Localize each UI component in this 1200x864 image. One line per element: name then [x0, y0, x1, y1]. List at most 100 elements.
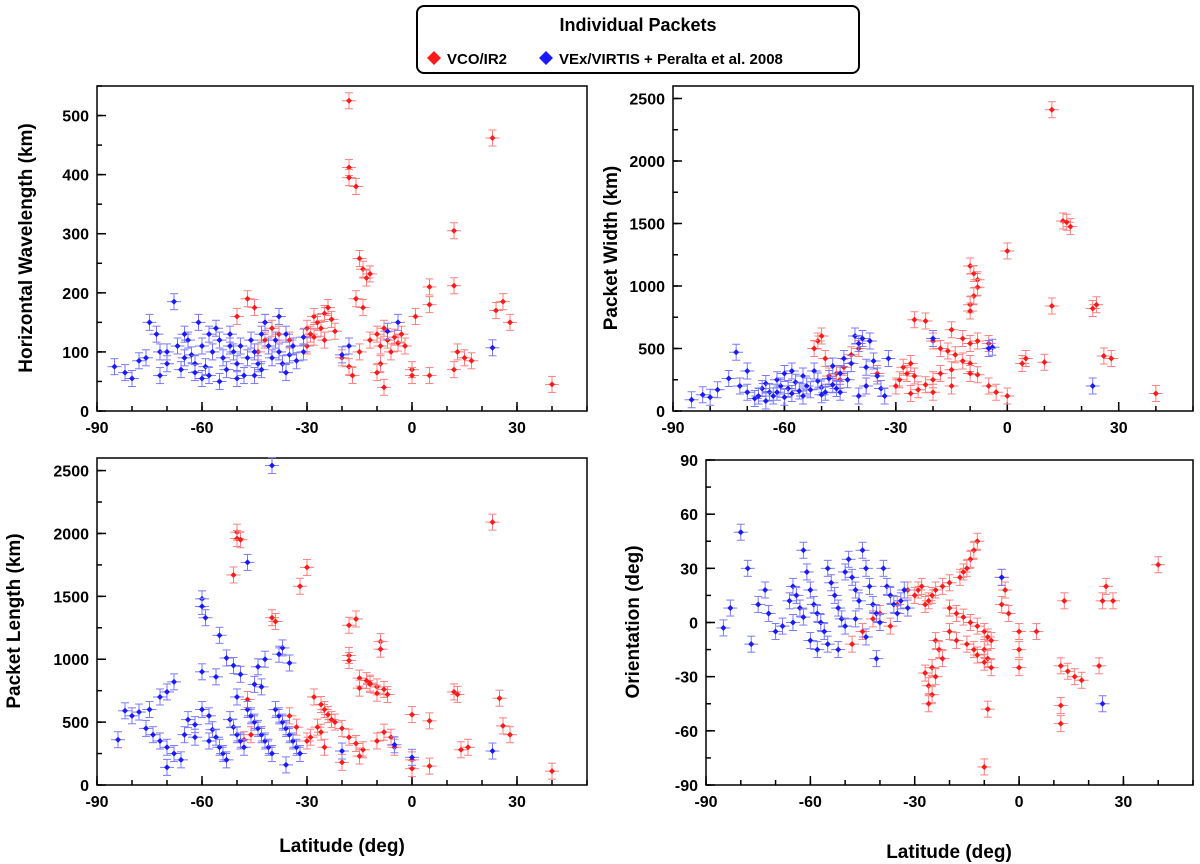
data-point-vco	[977, 758, 992, 776]
data-point-vex	[886, 595, 901, 613]
y-tick-label: 0	[656, 404, 665, 421]
data-point-vex	[195, 663, 209, 681]
data-point-vex	[195, 370, 209, 387]
data-point-vco	[391, 334, 405, 352]
data-point-vex	[254, 325, 269, 343]
data-point-vco	[1053, 715, 1068, 733]
data-point-vex	[820, 635, 835, 653]
data-point-vex	[803, 581, 818, 599]
data-point-vco	[349, 610, 363, 628]
data-point-vex	[833, 383, 848, 401]
data-point-vex	[132, 703, 146, 721]
data-point-vco	[244, 726, 258, 744]
data-point-vex	[177, 325, 192, 343]
legend-marker-vco	[427, 51, 441, 65]
x-tick-label: -30	[295, 420, 318, 437]
y-tick-label: 30	[680, 561, 698, 578]
data-point-vex	[279, 756, 293, 774]
data-point-vex	[209, 728, 223, 746]
data-point-vco	[377, 378, 391, 396]
data-point-vco	[405, 760, 419, 778]
data-point-vex	[789, 586, 804, 604]
data-point-vex	[335, 346, 349, 364]
data-point-vex	[198, 609, 213, 627]
x-tick-label: -60	[190, 420, 213, 437]
data-point-vco	[942, 623, 957, 641]
data-point-vex	[153, 732, 167, 750]
data-point-vco	[317, 331, 332, 349]
data-point-vex	[265, 745, 279, 763]
x-tick-label: -30	[903, 794, 926, 811]
data-points	[716, 523, 1166, 776]
data-point-vco	[970, 332, 985, 350]
data-point-vex	[296, 328, 311, 346]
data-point-vco	[370, 364, 384, 382]
data-point-vex	[202, 325, 216, 343]
data-point-vco	[970, 617, 985, 635]
data-point-vex	[237, 738, 251, 756]
data-point-vco	[265, 609, 279, 627]
data-point-vex	[160, 738, 174, 756]
legend-label-vex: VEx/VIRTIS + Peralta et al. 2008	[559, 51, 783, 68]
data-point-vex	[758, 375, 773, 392]
data-point-vco	[335, 753, 349, 771]
data-point-vex	[195, 597, 209, 615]
data-point-vco	[342, 646, 356, 664]
data-point-vex	[342, 337, 356, 355]
data-point-vex	[261, 337, 276, 355]
data-point-vex	[170, 337, 185, 355]
data-point-vco	[955, 352, 970, 370]
data-point-vex	[872, 614, 887, 631]
data-point-vex	[1095, 695, 1110, 713]
x-tick-label: -90	[85, 420, 108, 437]
data-point-vex	[810, 641, 825, 659]
data-point-vco	[935, 650, 950, 668]
data-point-vex	[876, 559, 891, 577]
data-point-vco	[956, 608, 971, 626]
data-point-vex	[254, 361, 269, 379]
data-point-vex	[167, 745, 181, 763]
data-point-vco	[247, 299, 262, 317]
data-point-vex	[282, 654, 297, 672]
data-point-vco	[356, 299, 370, 317]
data-point-vex	[782, 592, 797, 610]
data-point-vco	[447, 277, 461, 295]
data-point-vex	[160, 758, 174, 776]
data-point-vex	[866, 352, 881, 370]
data-point-vex	[223, 325, 237, 343]
data-point-vex	[212, 331, 227, 349]
data-point-vex	[233, 665, 248, 683]
data-point-vco	[349, 290, 363, 308]
data-point-vco	[359, 269, 374, 287]
data-point-vex	[181, 331, 195, 349]
x-tick-label: 0	[1015, 794, 1024, 811]
panel-packet-width: -90 -60 -30 0 30 0 500 1000 1500 2000 2500 Packet …	[601, 85, 1194, 437]
data-point-vco	[998, 581, 1013, 599]
data-point-vex	[139, 349, 153, 367]
data-point-vco	[461, 738, 475, 756]
data-point-vco	[230, 307, 244, 325]
data-point-vco	[955, 330, 970, 347]
data-point-vco	[989, 383, 1004, 401]
data-point-vco	[1029, 623, 1044, 641]
data-point-vex	[265, 457, 279, 475]
data-point-vex	[831, 641, 846, 659]
data-point-vco	[1044, 101, 1059, 119]
data-point-vco	[942, 574, 957, 592]
data-point-vex	[289, 352, 304, 370]
data-point-vco	[489, 302, 503, 320]
y-tick-label: 2000	[53, 526, 89, 543]
data-point-vex	[485, 742, 500, 760]
data-point-vex	[387, 736, 402, 754]
data-point-vex	[810, 604, 825, 622]
data-point-vco	[408, 307, 423, 325]
data-point-vex	[258, 313, 272, 331]
data-point-vex	[209, 668, 223, 686]
data-point-vex	[859, 358, 874, 376]
data-point-vex	[807, 362, 822, 380]
data-point-vco	[485, 129, 500, 147]
data-point-vco	[855, 623, 870, 641]
y-tick-label: 500	[638, 342, 665, 359]
data-point-vex	[240, 349, 255, 367]
